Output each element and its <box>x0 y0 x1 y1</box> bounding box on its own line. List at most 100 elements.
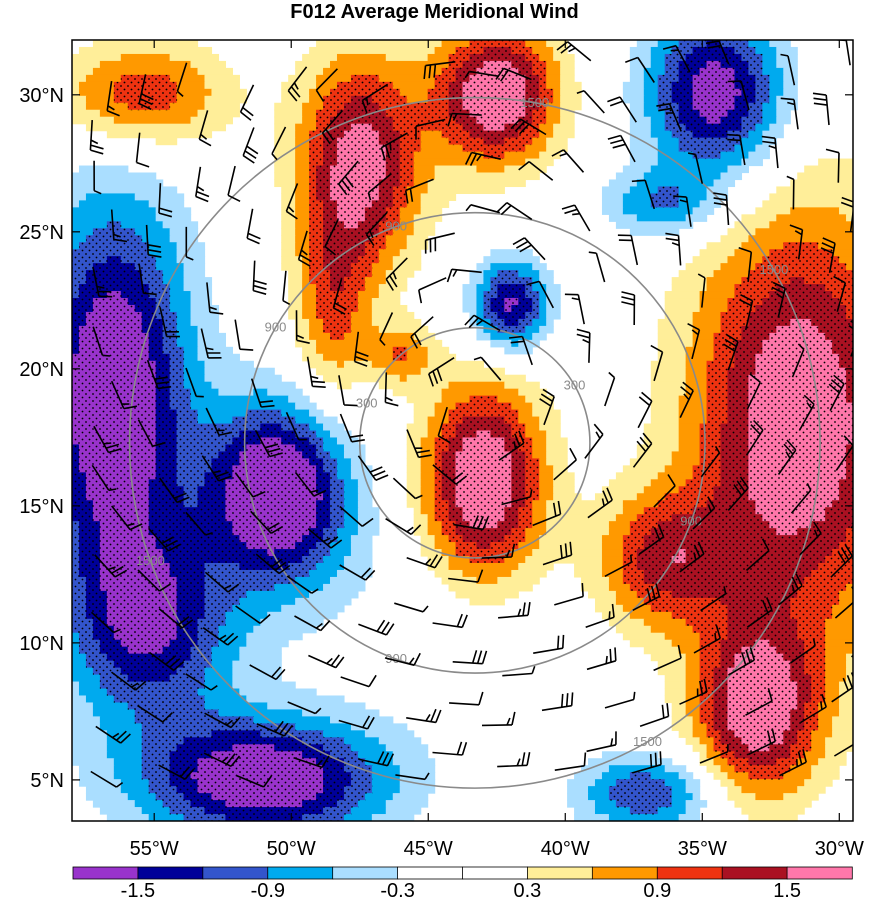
field-cell <box>678 444 701 453</box>
field-cell <box>72 186 178 195</box>
wind-barb <box>138 263 157 296</box>
wind-barb <box>90 770 124 788</box>
field-cell <box>72 67 94 76</box>
field-cell <box>309 409 324 418</box>
field-cell <box>455 590 519 599</box>
field-cell <box>406 465 422 473</box>
stipple-cell <box>316 304 359 313</box>
field-cell <box>378 249 401 257</box>
field-cell <box>643 646 680 655</box>
wind-barb <box>202 627 239 646</box>
wind-barb <box>692 496 716 530</box>
field-cell <box>350 465 373 473</box>
range-ring-label: 900 <box>385 219 407 234</box>
field-cell <box>497 576 540 585</box>
wind-barb <box>206 282 224 315</box>
field-cell <box>741 137 763 146</box>
field-cell <box>197 416 233 425</box>
field-cell <box>385 270 415 278</box>
field-cell <box>399 214 415 222</box>
field-cell <box>664 304 701 313</box>
field-cell <box>755 793 784 801</box>
field-cell <box>176 325 199 334</box>
stipple-cell <box>608 786 673 794</box>
field-cell <box>476 311 485 320</box>
field-cell <box>72 653 87 662</box>
stipple-cell <box>657 102 763 111</box>
field-cell <box>615 597 645 606</box>
field-cell <box>176 249 206 257</box>
field-cell <box>427 514 436 522</box>
field-cell <box>155 207 192 215</box>
stipple-cell <box>664 67 763 76</box>
wind-barb <box>380 132 408 161</box>
field-cell <box>553 46 568 55</box>
wind-barb <box>727 476 749 511</box>
field-cell <box>85 793 129 801</box>
stipple-cell <box>72 270 164 278</box>
field-cell <box>811 744 826 752</box>
field-cell <box>295 207 310 215</box>
stipple-cell <box>755 263 847 271</box>
field-cell <box>685 388 708 397</box>
stipple-cell <box>706 402 853 411</box>
field-cell <box>727 228 756 236</box>
field-cell <box>622 465 666 473</box>
field-cell <box>364 284 380 292</box>
stipple-cell <box>141 758 366 766</box>
field-cell <box>92 40 199 48</box>
stipple-cell <box>615 779 666 787</box>
wind-barb <box>203 752 241 768</box>
stipple-cell <box>72 451 331 459</box>
field-cell <box>574 562 603 571</box>
field-cell <box>295 165 310 174</box>
field-cell <box>539 423 561 432</box>
field-cell <box>657 137 680 146</box>
wind-barb <box>639 703 670 727</box>
wind-barb <box>428 357 455 387</box>
field-cell <box>790 207 840 215</box>
field-cell <box>741 786 798 794</box>
wind-barb <box>554 583 584 606</box>
field-cell <box>825 660 847 669</box>
wind-barb <box>95 725 131 744</box>
field-cell <box>622 500 659 508</box>
colorbar-swatch <box>72 866 139 880</box>
wind-barb <box>432 741 468 756</box>
stipple-cell <box>134 709 219 717</box>
field-cell <box>825 625 853 634</box>
wind-barb <box>424 232 455 254</box>
field-cell <box>832 730 853 738</box>
colorbar-label: -1.5 <box>121 880 155 900</box>
field-cell <box>72 200 80 208</box>
field-cell <box>567 793 589 801</box>
stipple-cell <box>441 521 533 529</box>
wind-barb <box>481 543 516 559</box>
wind-barb <box>235 774 273 788</box>
field-cell <box>748 40 770 48</box>
wind-barb <box>93 160 102 195</box>
field-cell <box>608 214 638 222</box>
wind-barb <box>432 613 468 629</box>
field-cell <box>392 228 415 236</box>
field-cell <box>169 74 206 83</box>
field-cell <box>462 304 478 313</box>
field-cell <box>72 737 108 745</box>
field-cell <box>309 423 324 432</box>
field-cell <box>434 46 457 55</box>
field-cell <box>406 186 429 195</box>
field-cell <box>295 325 310 334</box>
field-cell <box>197 325 220 334</box>
field-cell <box>657 667 687 676</box>
field-cell <box>574 814 610 821</box>
field-cell <box>601 486 645 494</box>
wind-barb <box>338 160 359 196</box>
field-cell <box>288 74 317 83</box>
field-cell <box>546 291 561 299</box>
field-cell <box>546 284 561 292</box>
field-cell <box>776 109 791 118</box>
field-cell <box>302 102 324 111</box>
field-cell <box>392 793 429 801</box>
field-cell <box>462 298 478 306</box>
field-cell <box>560 88 582 97</box>
